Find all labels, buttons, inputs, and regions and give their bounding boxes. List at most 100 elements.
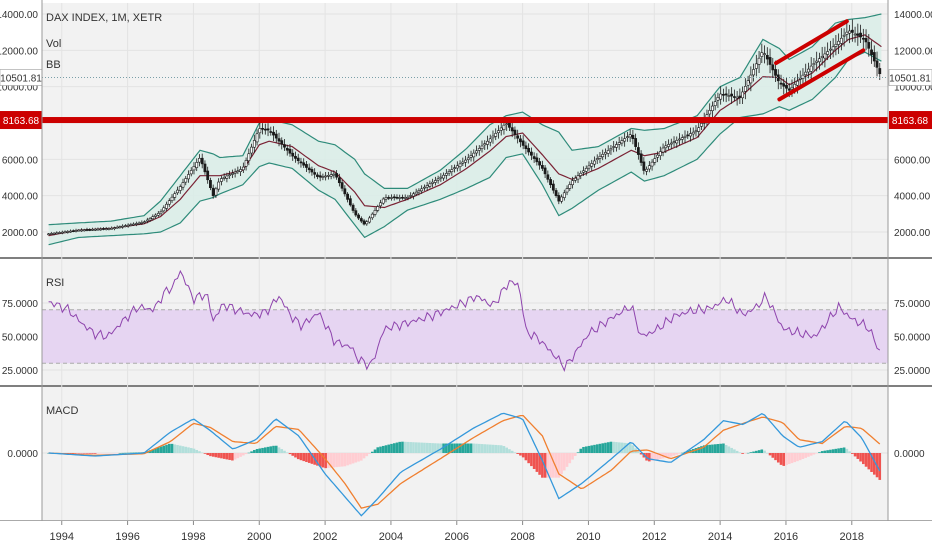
candle-body	[326, 175, 330, 177]
candle-body	[206, 170, 210, 181]
macd-histogram-bar	[288, 453, 292, 455]
macd-histogram-bar	[310, 453, 314, 464]
candle-body	[335, 173, 339, 178]
candle-body	[464, 159, 467, 163]
macd-histogram-bar	[571, 453, 574, 460]
x-axis-label: 2016	[774, 531, 798, 543]
rsi-line[interactable]	[48, 269, 881, 372]
candle-body	[178, 186, 182, 191]
macd-histogram-bar	[768, 453, 772, 456]
candle-body	[329, 174, 333, 177]
candle-body	[804, 71, 808, 76]
macd-histogram-bar	[793, 453, 797, 463]
macd-histogram-bar	[598, 443, 602, 453]
candle-body	[601, 154, 605, 158]
candle-body	[743, 86, 747, 92]
macd-histogram-bar	[167, 443, 171, 453]
macd-histogram-bar	[368, 453, 371, 454]
candle-body	[96, 228, 100, 231]
time-axis-area[interactable]	[0, 521, 932, 550]
candle-body	[390, 197, 393, 199]
channel-lower-trendline[interactable]	[777, 48, 866, 102]
macd-histogram-bar	[349, 453, 352, 465]
macd-histogram-bar	[669, 453, 673, 457]
macd-histogram-bar	[587, 445, 591, 453]
candle-body	[727, 95, 731, 97]
macd-histogram-bar	[82, 453, 86, 454]
macd-histogram-bar	[565, 453, 569, 467]
macd-histogram-bar	[878, 453, 882, 480]
macd-histogram-bar	[423, 442, 426, 453]
macd-histogram-bar	[549, 453, 552, 478]
macd-histogram-bar	[118, 452, 122, 454]
macd-histogram-bar	[560, 453, 563, 475]
candle-body	[516, 135, 520, 139]
candle-body	[587, 165, 591, 169]
macd-histogram-bar	[110, 453, 113, 454]
support-tag-right	[889, 111, 932, 130]
price-axis-label-right: 14000.00	[894, 10, 932, 21]
candle-body	[872, 52, 876, 62]
candle-body	[658, 151, 662, 157]
macd-histogram-bar	[796, 453, 799, 462]
candle-body	[807, 68, 810, 73]
candle-body	[519, 138, 522, 143]
macd-histogram-bar	[233, 453, 237, 460]
macd-histogram-bar	[299, 453, 303, 461]
candle-body	[266, 128, 270, 131]
macd-histogram-bar	[826, 450, 829, 453]
candle-body	[582, 170, 585, 173]
macd-histogram-bar	[815, 453, 818, 454]
candle-body	[368, 217, 371, 223]
candle-body	[214, 188, 218, 196]
macd-histogram-bar	[546, 453, 550, 478]
macd-histogram-bar	[464, 443, 467, 453]
support-line[interactable]	[42, 117, 888, 124]
bollinger-upper-line[interactable]	[48, 13, 882, 226]
macd-histogram-bar	[727, 446, 731, 453]
candle-body	[52, 232, 56, 235]
macd-histogram-bar	[755, 450, 758, 453]
candle-body	[134, 223, 138, 225]
candle-body	[631, 134, 635, 139]
macd-histogram-bar	[659, 453, 662, 460]
candle-body	[850, 29, 854, 33]
macd-histogram-bar	[823, 450, 827, 453]
candle-body	[126, 224, 130, 227]
candle-body	[842, 34, 846, 37]
candle-body	[486, 140, 489, 145]
macd-histogram-bar	[469, 443, 473, 453]
macd-histogram-bar	[653, 453, 657, 461]
macd-histogram-bar	[595, 444, 599, 453]
candle-body	[689, 133, 692, 137]
candle-body	[645, 168, 648, 172]
macd-histogram-bar	[321, 453, 325, 468]
macd-histogram-bar	[96, 453, 100, 454]
candle-body	[477, 148, 481, 151]
candle-body	[557, 195, 561, 202]
candle-body	[211, 187, 215, 196]
macd-histogram-bar	[132, 452, 135, 454]
macd-histogram-bar	[730, 447, 733, 453]
macd-line[interactable]	[48, 412, 881, 517]
macd-histogram-bar	[845, 448, 849, 453]
macd-histogram-bar	[864, 453, 868, 467]
candle-body	[140, 222, 144, 224]
candle-body	[173, 193, 177, 198]
candle-body	[80, 229, 83, 232]
macd-histogram-bar	[104, 453, 108, 454]
macd-histogram-bar	[324, 453, 327, 469]
macd-histogram-bar	[365, 453, 369, 457]
macd-histogram-bar	[488, 444, 492, 453]
candle-body	[176, 189, 179, 194]
candle-body	[790, 86, 794, 90]
candle-body	[458, 163, 462, 167]
candle-body	[870, 49, 873, 55]
candle-body	[123, 225, 127, 227]
macd-histogram-bar	[834, 448, 838, 453]
rsi-axis-label-right: 75.0000	[894, 299, 931, 310]
channel-upper-trendline[interactable]	[774, 19, 849, 66]
candle-body	[683, 135, 687, 138]
candle-body	[497, 130, 500, 134]
